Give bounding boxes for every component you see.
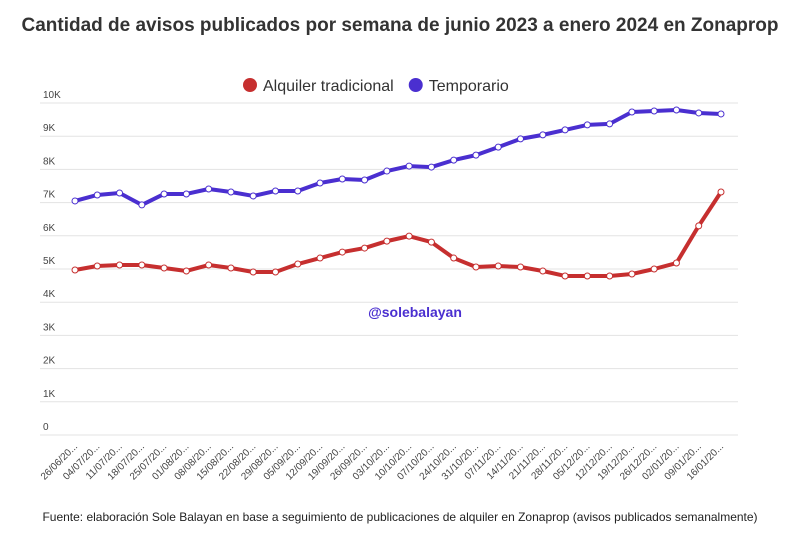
data-point (695, 222, 703, 230)
y-tick-label: 5K (43, 256, 56, 267)
data-point (182, 190, 190, 198)
y-tick-label: 0 (43, 422, 49, 433)
data-point (517, 135, 525, 143)
y-tick-label: 6K (43, 223, 56, 234)
y-tick-label: 2K (43, 356, 56, 367)
data-point (249, 192, 257, 200)
data-point (717, 110, 725, 118)
annotation: @solebalayan (368, 304, 462, 320)
data-point (182, 267, 190, 275)
source-note: Fuente: elaboración Sole Balayan en base… (42, 510, 757, 524)
data-point (539, 267, 547, 275)
data-point (116, 261, 124, 269)
legend-label: Alquiler tradicional (263, 78, 394, 95)
data-point (361, 244, 369, 252)
data-point (450, 254, 458, 262)
data-point (606, 272, 614, 280)
data-point (316, 179, 324, 187)
y-tick-label: 7K (43, 190, 56, 201)
y-tick-label: 9K (43, 123, 56, 134)
data-point (405, 162, 413, 170)
data-point (294, 260, 302, 268)
data-point (361, 176, 369, 184)
y-tick-label: 8K (43, 156, 56, 167)
data-point (271, 187, 279, 195)
data-point (71, 266, 79, 274)
y-tick-label: 4K (43, 289, 56, 300)
data-point (717, 188, 725, 196)
data-point (427, 238, 435, 246)
data-point (93, 191, 101, 199)
data-point (138, 201, 146, 209)
y-tick-label: 1K (43, 389, 56, 400)
data-point (227, 264, 235, 272)
data-point (116, 189, 124, 197)
data-point (338, 175, 346, 183)
data-point (450, 156, 458, 164)
data-point (138, 261, 146, 269)
data-point (160, 264, 168, 272)
data-point (539, 131, 547, 139)
data-point (695, 109, 703, 117)
y-tick-label: 3K (43, 322, 56, 333)
data-point (271, 268, 279, 276)
data-point (93, 262, 101, 270)
data-point (517, 263, 525, 271)
series-line (74, 107, 722, 207)
data-point (494, 143, 502, 151)
legend-marker (408, 78, 423, 92)
data-point (583, 272, 591, 280)
data-point (628, 270, 636, 278)
data-point (205, 261, 213, 269)
data-point (249, 268, 257, 276)
data-point (205, 185, 213, 193)
data-point (294, 187, 302, 195)
data-point (472, 263, 480, 271)
data-point (650, 265, 658, 273)
data-point (561, 126, 569, 134)
data-point (583, 121, 591, 129)
data-point (227, 188, 235, 196)
chart-title: Cantidad de avisos publicados por semana… (21, 15, 778, 36)
data-point (383, 167, 391, 175)
data-point (338, 248, 346, 256)
data-point (606, 120, 614, 128)
data-point (494, 262, 502, 270)
legend-marker (243, 78, 257, 92)
data-point (561, 272, 569, 280)
data-point (383, 237, 391, 245)
data-point (672, 259, 680, 267)
data-point (650, 107, 658, 115)
data-point (405, 232, 413, 240)
data-point (160, 190, 168, 198)
data-point (672, 106, 680, 114)
data-point (472, 151, 480, 159)
data-point (316, 254, 324, 262)
series-line (74, 190, 723, 278)
data-point (427, 163, 435, 171)
legend-label: Temporario (429, 78, 509, 95)
y-tick-label: 10K (43, 90, 61, 101)
data-point (71, 197, 79, 205)
data-point (628, 108, 636, 116)
